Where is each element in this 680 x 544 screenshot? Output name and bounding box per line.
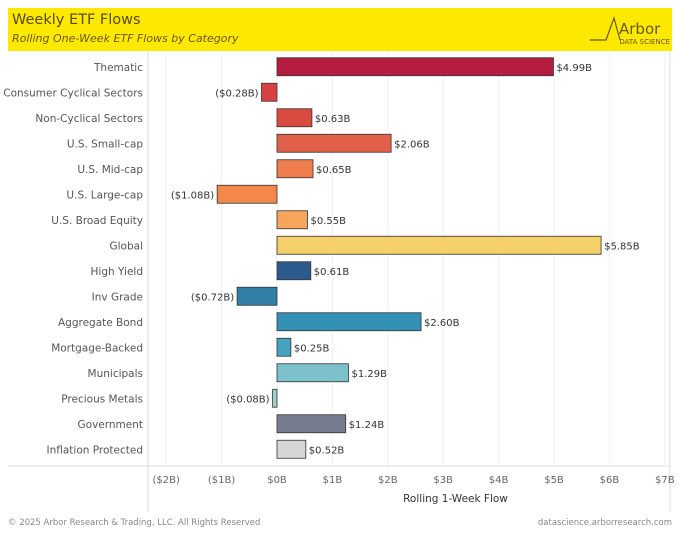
bar[interactable] [276,159,314,179]
category-label: Consumer Cyclical Sectors [3,87,143,99]
x-axis-ticks: ($2B) ($1B) $0B $1B $2B $3B $4B $5B $6B $7B [153,475,675,486]
logo-name: Arbor [619,20,661,38]
category-label: Global [110,240,144,252]
bar[interactable] [276,312,422,332]
category-label: Non-Cyclical Sectors [35,113,143,125]
bar[interactable] [216,184,278,204]
value-label: $0.65B [316,165,352,176]
x-tick-label: $4B [489,475,509,486]
chart-title: Weekly ETF Flows [12,12,141,28]
value-label: $2.60B [424,318,460,329]
x-tick-label: ($1B) [208,475,235,486]
logo-subtitle: DATA SCIENCE [619,38,670,46]
value-label: $1.29B [351,369,387,380]
bar[interactable] [276,57,554,77]
category-label: Government [78,419,143,431]
x-tick-label: $5B [544,475,564,486]
x-tick-label: $2B [378,475,398,486]
category-label: Mortgage-Backed [51,342,143,354]
bar-chart: Thematic Consumer Cyclical Sectors Non-Cyc… [3,52,675,512]
category-label: High Yield [91,266,143,278]
value-label: $0.61B [314,267,350,278]
value-label: $5.85B [604,241,640,252]
x-tick-label: $0B [267,475,287,486]
bar[interactable] [236,286,278,306]
bar[interactable] [276,108,313,128]
bar[interactable] [276,261,312,281]
category-label: U.S. Mid-cap [77,164,143,176]
value-label: $0.63B [315,114,351,125]
category-label: Inflation Protected [47,444,144,456]
bar[interactable] [272,388,278,408]
value-label: $1.24B [349,420,385,431]
x-tick-label: $1B [323,475,343,486]
x-tick-label: $6B [600,475,620,486]
category-label: U.S. Broad Equity [51,215,143,227]
category-label: U.S. Large-cap [66,189,143,201]
bar[interactable] [276,337,292,357]
chart-subtitle: Rolling One-Week ETF Flows by Category [12,32,239,45]
value-label: ($0.72B) [191,292,234,303]
value-label: ($0.28B) [215,88,258,99]
website-link[interactable]: datascience.arborresearch.com [537,518,672,528]
bar[interactable] [276,235,602,255]
x-tick-label: $7B [655,475,675,486]
category-label: U.S. Small-cap [67,138,144,150]
bar[interactable] [276,414,347,434]
category-label: Municipals [88,368,143,380]
bar[interactable] [276,439,307,459]
value-label: $2.06B [394,139,430,150]
x-tick-label: ($2B) [153,475,180,486]
category-labels: Thematic Consumer Cyclical Sectors Non-Cyc… [3,62,143,457]
value-label: ($1.08B) [171,190,214,201]
bar[interactable] [261,82,278,102]
grid-lines [8,52,671,512]
bar[interactable] [276,133,392,153]
chart-header: Weekly ETF Flows Rolling One-Week ETF Fl… [8,8,672,51]
value-label: $0.25B [294,343,330,354]
category-label: Inv Grade [92,291,143,303]
copyright-text: © 2025 Arbor Research & Trading, LLC. Al… [8,518,261,528]
value-labels: $4.99B ($0.28B) $0.63B $2.06B $0.65B ($1.08B)… [171,63,640,457]
value-label: ($0.08B) [226,394,269,405]
category-label: Precious Metals [61,393,143,405]
value-label: $4.99B [556,63,592,74]
category-label: Thematic [93,62,143,74]
bar[interactable] [276,363,349,383]
x-tick-label: $3B [433,475,453,486]
bars [216,57,602,459]
arbor-logo-icon: Arbor [590,16,661,41]
bar[interactable] [276,210,308,230]
x-axis-title: Rolling 1-Week Flow [403,493,508,505]
value-label: $0.52B [309,445,345,456]
category-label: Aggregate Bond [58,317,143,329]
value-label: $0.55B [310,216,346,227]
